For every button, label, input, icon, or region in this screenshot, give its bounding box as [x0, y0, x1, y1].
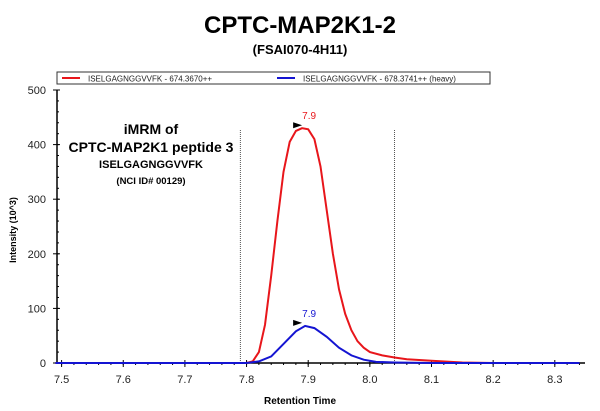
legend: [56, 71, 491, 85]
legend-label: ISELGAGNGGVVFK - 678.3741++ (heavy): [303, 75, 456, 84]
y-tick-label: 100: [28, 303, 46, 315]
x-tick-label: 7.6: [116, 374, 131, 386]
x-tick-label: 8.1: [424, 374, 439, 386]
annotation-line: CPTC-MAP2K1 peptide 3: [69, 139, 234, 155]
x-tick-label: 7.5: [54, 374, 69, 386]
chart-title: CPTC-MAP2K1-2: [203, 12, 397, 39]
series-line-light: [55, 127, 580, 364]
y-axis-label: Intensity (10^3): [8, 197, 18, 263]
annotation-line: ISELGAGNGGVVFK: [99, 159, 203, 171]
annotation-line: iMRM of: [124, 121, 179, 137]
x-tick-label: 7.7: [177, 374, 192, 386]
peak-label: 7.9: [302, 111, 316, 122]
y-tick-label: 400: [28, 140, 46, 152]
annotation-line: (NCI ID# 00129): [116, 176, 185, 187]
peak-marker-icon: [293, 319, 303, 326]
y-tick-label: 0: [40, 358, 46, 370]
chart-subtitle: (FSAI070-4H11): [252, 42, 348, 57]
y-tick-label: 200: [28, 249, 46, 261]
y-tick-label: 300: [28, 194, 46, 206]
x-tick-label: 8.2: [486, 374, 501, 386]
y-tick-label: 500: [28, 85, 46, 97]
x-tick-label: 7.8: [239, 374, 254, 386]
series-line-heavy: [55, 324, 580, 364]
x-axis-label: Retention Time: [264, 396, 336, 407]
x-tick-label: 8.3: [547, 374, 562, 386]
peak-label: 7.9: [302, 309, 316, 320]
x-tick-label: 8.0: [362, 374, 377, 386]
peak-marker-icon: [293, 122, 303, 129]
legend-label: ISELGAGNGGVVFK - 674.3670++: [88, 75, 212, 84]
x-tick-label: 7.9: [301, 374, 316, 386]
